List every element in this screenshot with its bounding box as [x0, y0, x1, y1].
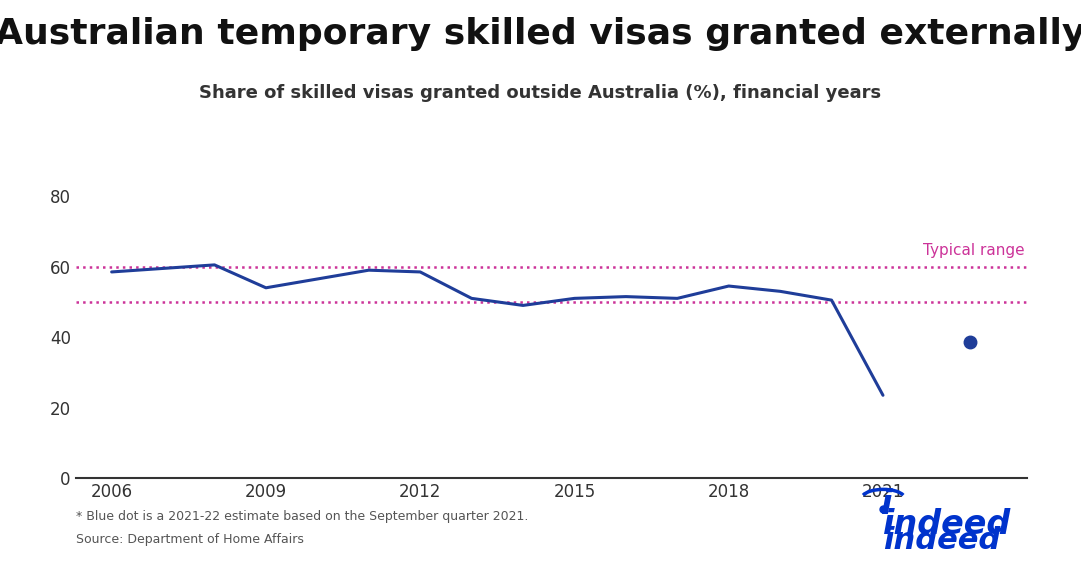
Text: Australian temporary skilled visas granted externally: Australian temporary skilled visas grant… [0, 17, 1081, 51]
Text: indeed: indeed [882, 509, 1011, 541]
Text: Typical range: Typical range [923, 243, 1025, 258]
Text: i: i [881, 488, 893, 521]
Text: indeed: indeed [883, 526, 1000, 555]
Text: Share of skilled visas granted outside Australia (%), financial years: Share of skilled visas granted outside A… [199, 84, 882, 101]
Text: Source: Department of Home Affairs: Source: Department of Home Affairs [76, 533, 304, 546]
Text: * Blue dot is a 2021-22 estimate based on the September quarter 2021.: * Blue dot is a 2021-22 estimate based o… [76, 510, 528, 523]
